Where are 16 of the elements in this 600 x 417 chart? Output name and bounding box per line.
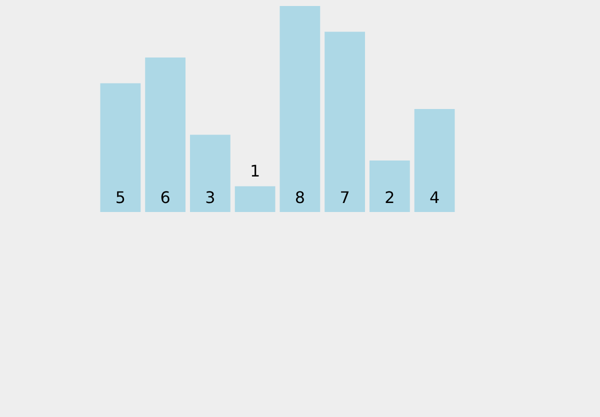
data-label: 4 [429, 188, 440, 208]
bar [234, 186, 276, 212]
data-label: 2 [384, 188, 395, 208]
data-label: 7 [340, 188, 350, 208]
data-label: 8 [294, 188, 306, 208]
bar [100, 83, 141, 212]
bar [369, 160, 410, 212]
bar [280, 6, 320, 212]
data-label: 1 [250, 161, 260, 180]
data-label: 6 [160, 188, 170, 208]
bar [324, 32, 366, 212]
bar [414, 109, 455, 212]
data-label: 5 [115, 188, 126, 208]
data-label: 3 [205, 188, 216, 208]
bar [145, 58, 186, 212]
bar [190, 134, 230, 212]
